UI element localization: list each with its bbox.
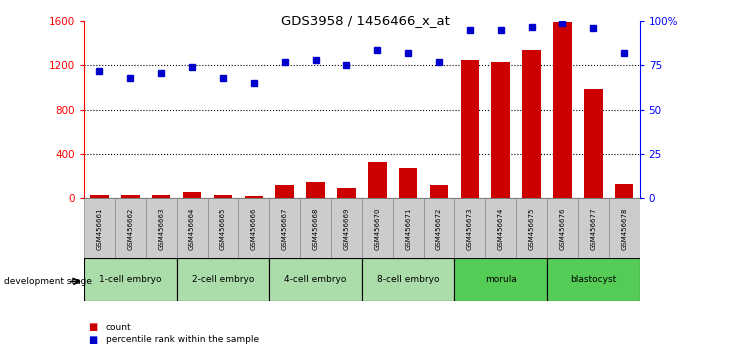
Text: GSM456677: GSM456677 (591, 207, 596, 250)
Bar (584, 89, 602, 198)
Text: GSM456675: GSM456675 (529, 207, 534, 250)
Bar (152, 195, 170, 198)
Text: GSM456678: GSM456678 (621, 207, 627, 250)
Bar (393, 198, 423, 258)
Bar (455, 198, 485, 258)
Text: percentile rank within the sample: percentile rank within the sample (106, 335, 259, 344)
Text: 1-cell embryo: 1-cell embryo (99, 275, 162, 284)
Bar (362, 198, 393, 258)
Text: blastocyst: blastocyst (570, 275, 616, 284)
Bar (362, 258, 455, 301)
Text: ■: ■ (88, 335, 97, 345)
Bar (121, 195, 140, 198)
Bar (238, 198, 269, 258)
Bar (300, 198, 331, 258)
Bar (455, 258, 547, 301)
Bar (269, 198, 300, 258)
Text: GSM456663: GSM456663 (158, 207, 164, 250)
Text: GDS3958 / 1456466_x_at: GDS3958 / 1456466_x_at (281, 14, 450, 27)
Text: GSM456674: GSM456674 (498, 207, 504, 250)
Bar (269, 258, 362, 301)
Text: GSM456664: GSM456664 (189, 207, 195, 250)
Bar (547, 198, 578, 258)
Bar (399, 168, 417, 198)
Text: 4-cell embryo: 4-cell embryo (284, 275, 346, 284)
Bar (578, 198, 609, 258)
Text: 2-cell embryo: 2-cell embryo (192, 275, 254, 284)
Bar (177, 198, 208, 258)
Text: morula: morula (485, 275, 517, 284)
Text: GSM456662: GSM456662 (127, 207, 133, 250)
Bar (337, 188, 356, 198)
Text: development stage: development stage (4, 277, 91, 286)
Text: count: count (106, 323, 132, 332)
Bar (430, 185, 448, 198)
Text: GSM456669: GSM456669 (344, 207, 349, 250)
Text: GSM456673: GSM456673 (467, 207, 473, 250)
Bar (615, 184, 634, 198)
Bar (115, 198, 145, 258)
Text: GSM456665: GSM456665 (220, 207, 226, 250)
Bar (84, 198, 115, 258)
Bar (609, 198, 640, 258)
Bar (208, 198, 238, 258)
Bar (547, 258, 640, 301)
Bar (145, 198, 177, 258)
Bar (245, 196, 263, 198)
Bar (331, 198, 362, 258)
Text: GSM456667: GSM456667 (281, 207, 288, 250)
Text: GSM456671: GSM456671 (405, 207, 411, 250)
Bar (553, 22, 572, 198)
Text: GSM456661: GSM456661 (96, 207, 102, 250)
Bar (90, 195, 109, 198)
Text: GSM456668: GSM456668 (313, 207, 319, 250)
Bar (368, 162, 387, 198)
Bar (183, 192, 201, 198)
Bar (276, 185, 294, 198)
Bar (306, 182, 325, 198)
Bar (485, 198, 516, 258)
Bar (491, 62, 510, 198)
Bar (461, 60, 479, 198)
Text: GSM456670: GSM456670 (374, 207, 380, 250)
Bar (523, 50, 541, 198)
Bar (423, 198, 455, 258)
Text: GSM456672: GSM456672 (436, 207, 442, 250)
Bar (516, 198, 547, 258)
Text: GSM456666: GSM456666 (251, 207, 257, 250)
Bar (213, 195, 232, 198)
Text: ■: ■ (88, 322, 97, 332)
Text: 8-cell embryo: 8-cell embryo (377, 275, 439, 284)
Bar (84, 258, 177, 301)
Bar (177, 258, 269, 301)
Text: GSM456676: GSM456676 (559, 207, 566, 250)
